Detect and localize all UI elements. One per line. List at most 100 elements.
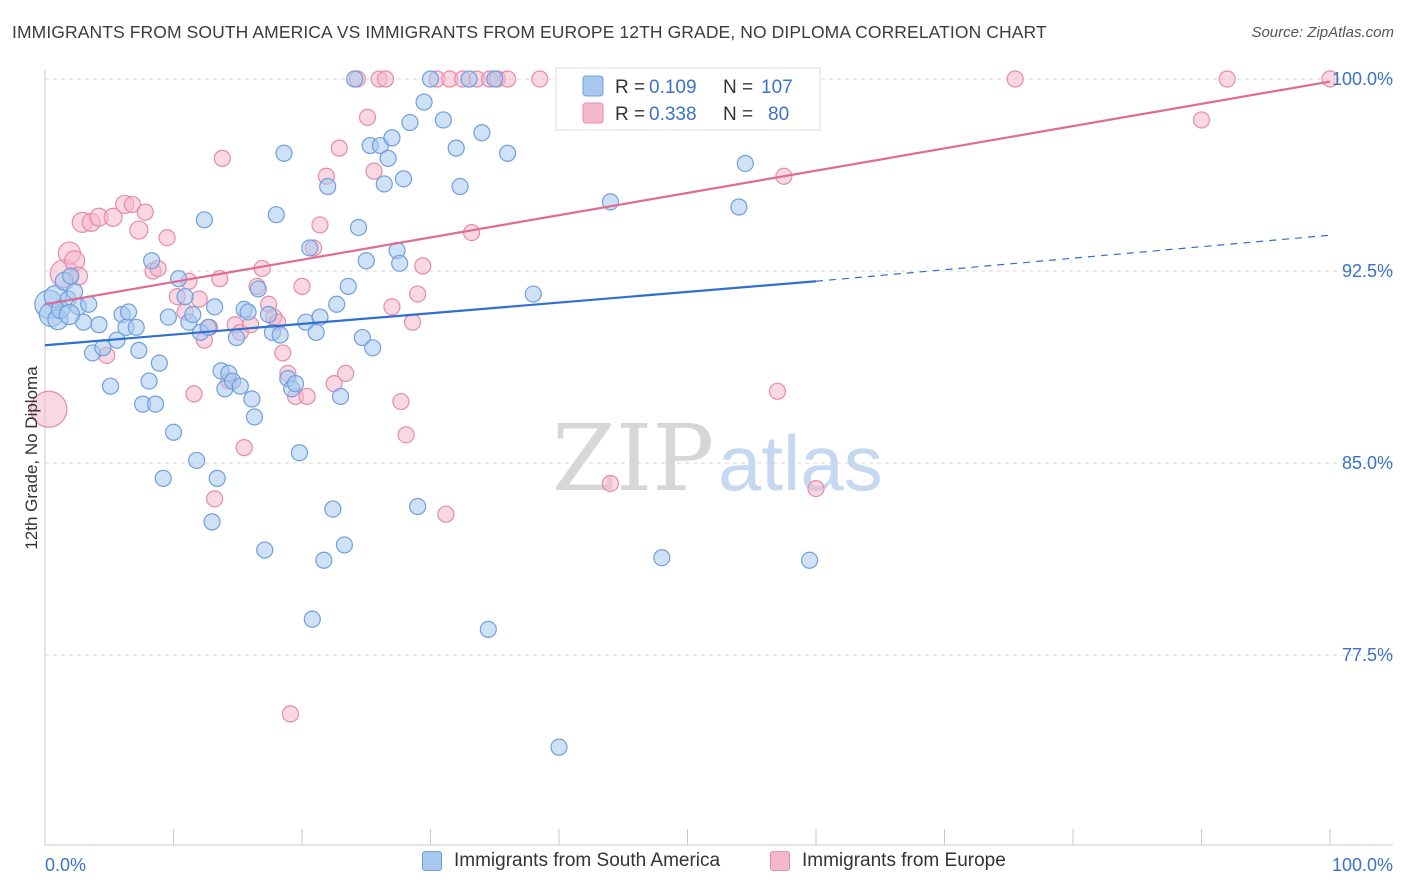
blue-point — [249, 280, 267, 298]
blue-point — [188, 451, 206, 470]
pink-point — [129, 220, 149, 240]
blue-point — [140, 372, 158, 390]
blue-point — [271, 326, 289, 344]
pink-point — [123, 195, 141, 214]
pink-point — [337, 364, 355, 382]
blue-point — [447, 139, 465, 157]
blue-point — [208, 469, 226, 487]
blue-point — [94, 339, 112, 357]
blue-point — [203, 513, 221, 531]
blue-point — [307, 323, 325, 342]
legend-blue-r-label: R = — [615, 77, 645, 98]
blue-point — [736, 154, 754, 173]
blue-point — [227, 328, 246, 347]
blue-point — [319, 177, 337, 196]
pink-point — [1006, 70, 1024, 88]
blue-trend-extension — [815, 234, 1331, 282]
x-tick-labels: 0.0% 100.0% — [45, 855, 1393, 875]
blue-point — [159, 308, 177, 326]
blue-point — [730, 198, 748, 216]
blue-point — [286, 375, 305, 393]
x-tick-label-min: 0.0% — [45, 855, 86, 875]
blue-point — [524, 285, 542, 303]
blue-point — [394, 170, 413, 188]
blue-point — [375, 175, 393, 193]
blue-point — [550, 738, 568, 756]
pink-point — [103, 207, 123, 227]
legend-blue-n-label: N = — [723, 77, 753, 98]
pink-point — [358, 108, 377, 127]
legend-pink-r-label: R = — [615, 104, 645, 125]
blue-point — [499, 144, 517, 162]
pink-point — [158, 229, 176, 247]
legend-label-south-america: Immigrants from South America — [454, 850, 721, 871]
blue-point — [379, 149, 397, 167]
blue-point — [62, 267, 80, 285]
legend-blue-swatch — [582, 75, 604, 97]
legend-pink-r-value: 0.338 — [649, 104, 697, 125]
blue-point — [383, 129, 401, 147]
pink-point — [190, 290, 208, 308]
pink-point — [293, 277, 311, 295]
blue-point — [127, 318, 145, 336]
blue-point — [409, 497, 427, 516]
pink-point — [330, 139, 348, 157]
y-axis-label: 12th Grade, No Diploma — [22, 366, 41, 550]
pink-point — [136, 203, 154, 221]
blue-point — [275, 144, 293, 162]
blue-point — [301, 239, 319, 257]
blue-point — [460, 70, 478, 88]
y-tick-label: 77.5% — [1342, 645, 1393, 665]
pink-point — [185, 385, 203, 403]
blue-point — [101, 377, 120, 395]
blue-point — [653, 549, 671, 567]
blue-point — [353, 328, 371, 347]
pink-trend-line — [44, 80, 1331, 306]
blue-point — [364, 339, 382, 357]
blue-point — [800, 551, 819, 569]
pink-point — [463, 224, 481, 242]
blue-point — [239, 303, 257, 321]
pink-point — [298, 387, 316, 406]
watermark: ZIP atlas — [552, 405, 883, 512]
pink-point — [601, 474, 620, 493]
pink-point — [1192, 111, 1211, 129]
blue-point — [164, 423, 183, 441]
blue-point — [290, 444, 309, 462]
blue-point — [90, 316, 108, 334]
blue-point — [328, 295, 346, 313]
blue-point — [195, 211, 213, 229]
blue-point — [357, 252, 375, 270]
pink-point — [281, 705, 300, 723]
blue-point — [401, 113, 419, 132]
pink-point — [365, 162, 383, 180]
watermark-zip: ZIP — [552, 405, 714, 512]
pink-point — [807, 480, 825, 498]
pink-point — [392, 392, 410, 411]
pink-point — [213, 149, 231, 167]
blue-trend-line — [44, 280, 817, 347]
source-label: Source: ZipAtlas.com — [1251, 24, 1394, 41]
pink-point — [768, 382, 787, 400]
blue-point — [331, 387, 350, 406]
pink-point — [403, 313, 422, 331]
blue-point — [267, 206, 285, 224]
blue-point — [245, 408, 264, 426]
legend-pink-n-value: 80 — [768, 104, 789, 125]
blue-point — [421, 70, 440, 88]
blue-point — [391, 254, 409, 272]
y-tick-labels: 77.5% 85.0% 92.5% 100.0% — [1332, 69, 1393, 665]
watermark-atlas: atlas — [718, 419, 883, 507]
blue-series-points — [34, 70, 819, 756]
y-tick-label: 92.5% — [1342, 261, 1393, 281]
blue-point — [339, 277, 357, 295]
blue-point — [335, 536, 354, 554]
blue-point — [150, 354, 168, 372]
pink-point — [206, 490, 224, 508]
legend-item-europe: Immigrants from Europe — [770, 850, 1006, 872]
legend-bottom: Immigrants from South America Immigrants… — [0, 850, 1406, 880]
pink-point — [383, 298, 401, 316]
blue-point — [170, 270, 188, 288]
blue-point — [303, 610, 321, 628]
blue-point — [231, 377, 249, 395]
